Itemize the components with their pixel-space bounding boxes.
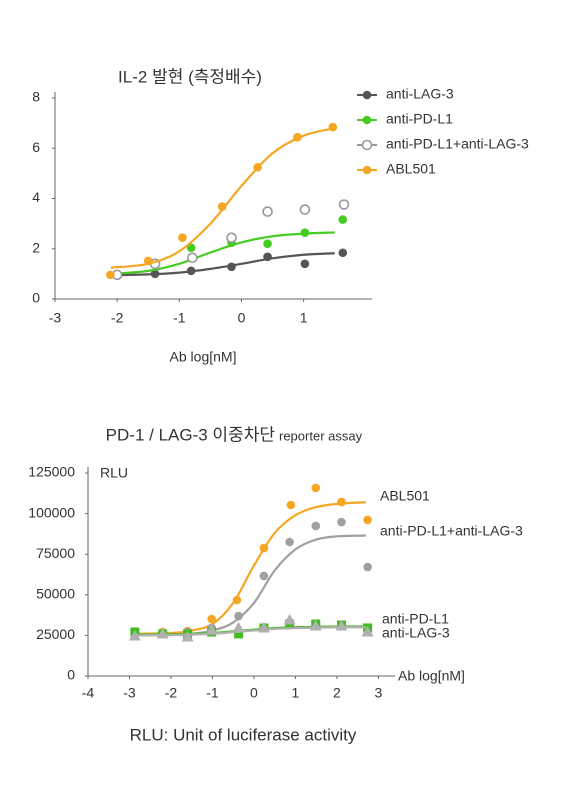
point [181,631,194,642]
point [150,269,160,279]
point [217,202,227,211]
y-tick-label: 4 [32,189,40,205]
point [232,621,245,633]
chart-subtitle: reporter assay [279,428,363,443]
series-label: ABL501 [380,488,430,504]
x-axis-label: Ab log[nM] [170,349,237,365]
point [186,266,196,276]
point [337,517,346,527]
y-tick-label: 50000 [36,586,75,602]
x-tick-label: -3 [123,685,136,701]
point [286,500,296,510]
point [259,543,269,553]
point [207,614,216,624]
point [363,515,372,525]
chart-title: PD-1 / LAG-3 이중차단 [106,425,276,444]
legend-label: anti-PD-L1+anti-LAG-3 [386,136,529,152]
point [338,215,348,224]
x-tick-label: -2 [111,310,124,326]
point [156,627,169,639]
legend-label: anti-PD-L1 [386,111,453,127]
point [226,232,237,243]
y-tick-label: 75000 [36,545,75,561]
point [232,595,242,605]
point [106,270,115,280]
legend-label: ABL501 [386,161,436,177]
point [227,262,236,272]
point [328,122,338,132]
x-tick-label: 3 [375,685,383,701]
x-tick-label: 2 [333,685,341,701]
y-tick-label: 25000 [36,626,75,642]
point [205,624,218,635]
x-tick-label: 1 [292,685,300,701]
point [263,239,272,249]
legend-label: anti-LAG-3 [386,86,454,102]
footnote: RLU: Unit of luciferase activity [130,725,357,744]
point [300,228,310,237]
fit-curve [133,626,366,637]
series-label: anti-LAG-3 [382,625,450,641]
x-tick-label: -1 [173,310,186,326]
legend-marker [361,139,373,151]
point [311,521,321,531]
point [285,537,294,547]
y-axis-label: RLU [100,465,128,481]
fit-curve [133,534,366,637]
point [361,625,374,637]
point [234,629,244,639]
point [309,619,322,631]
x-tick-label: -3 [49,310,62,326]
fit-curve [110,127,335,269]
y-tick-label: 0 [67,667,75,683]
y-tick-label: 2 [32,239,40,255]
point [143,256,153,266]
point [263,252,272,262]
chart-title: IL-2 발현 (측정배수) [118,67,262,86]
y-tick-label: 100000 [28,504,75,520]
point [293,132,302,142]
point [338,199,350,210]
point [128,630,141,641]
point [338,248,348,258]
point [283,613,296,625]
point [299,204,311,215]
point [186,243,196,253]
x-tick-label: -4 [82,685,95,701]
point [253,163,262,172]
x-tick-label: 0 [250,685,258,701]
series-label: anti-PD-L1+anti-LAG-3 [380,523,523,539]
legend-marker [362,90,372,100]
x-tick-label: -2 [165,685,178,701]
series-label: anti-PD-L1 [382,611,449,627]
x-axis-label: Ab log[nM] [398,668,465,684]
point [300,259,310,269]
y-tick-label: 0 [32,290,40,306]
y-tick-label: 125000 [28,464,75,480]
y-tick-label: 8 [32,89,40,105]
point [259,571,269,581]
point [187,252,198,264]
point [178,233,187,242]
point [337,497,346,507]
x-tick-label: 1 [300,310,308,326]
point [363,562,372,572]
point [262,206,273,217]
y-tick-label: 6 [32,139,40,155]
fit-curve [133,501,367,635]
point [335,619,348,631]
point [234,611,243,621]
legend-marker [362,115,372,125]
legend-marker [362,165,372,175]
point [311,483,321,493]
point [257,621,270,633]
x-tick-label: 0 [238,310,246,326]
x-tick-label: -1 [206,685,219,701]
